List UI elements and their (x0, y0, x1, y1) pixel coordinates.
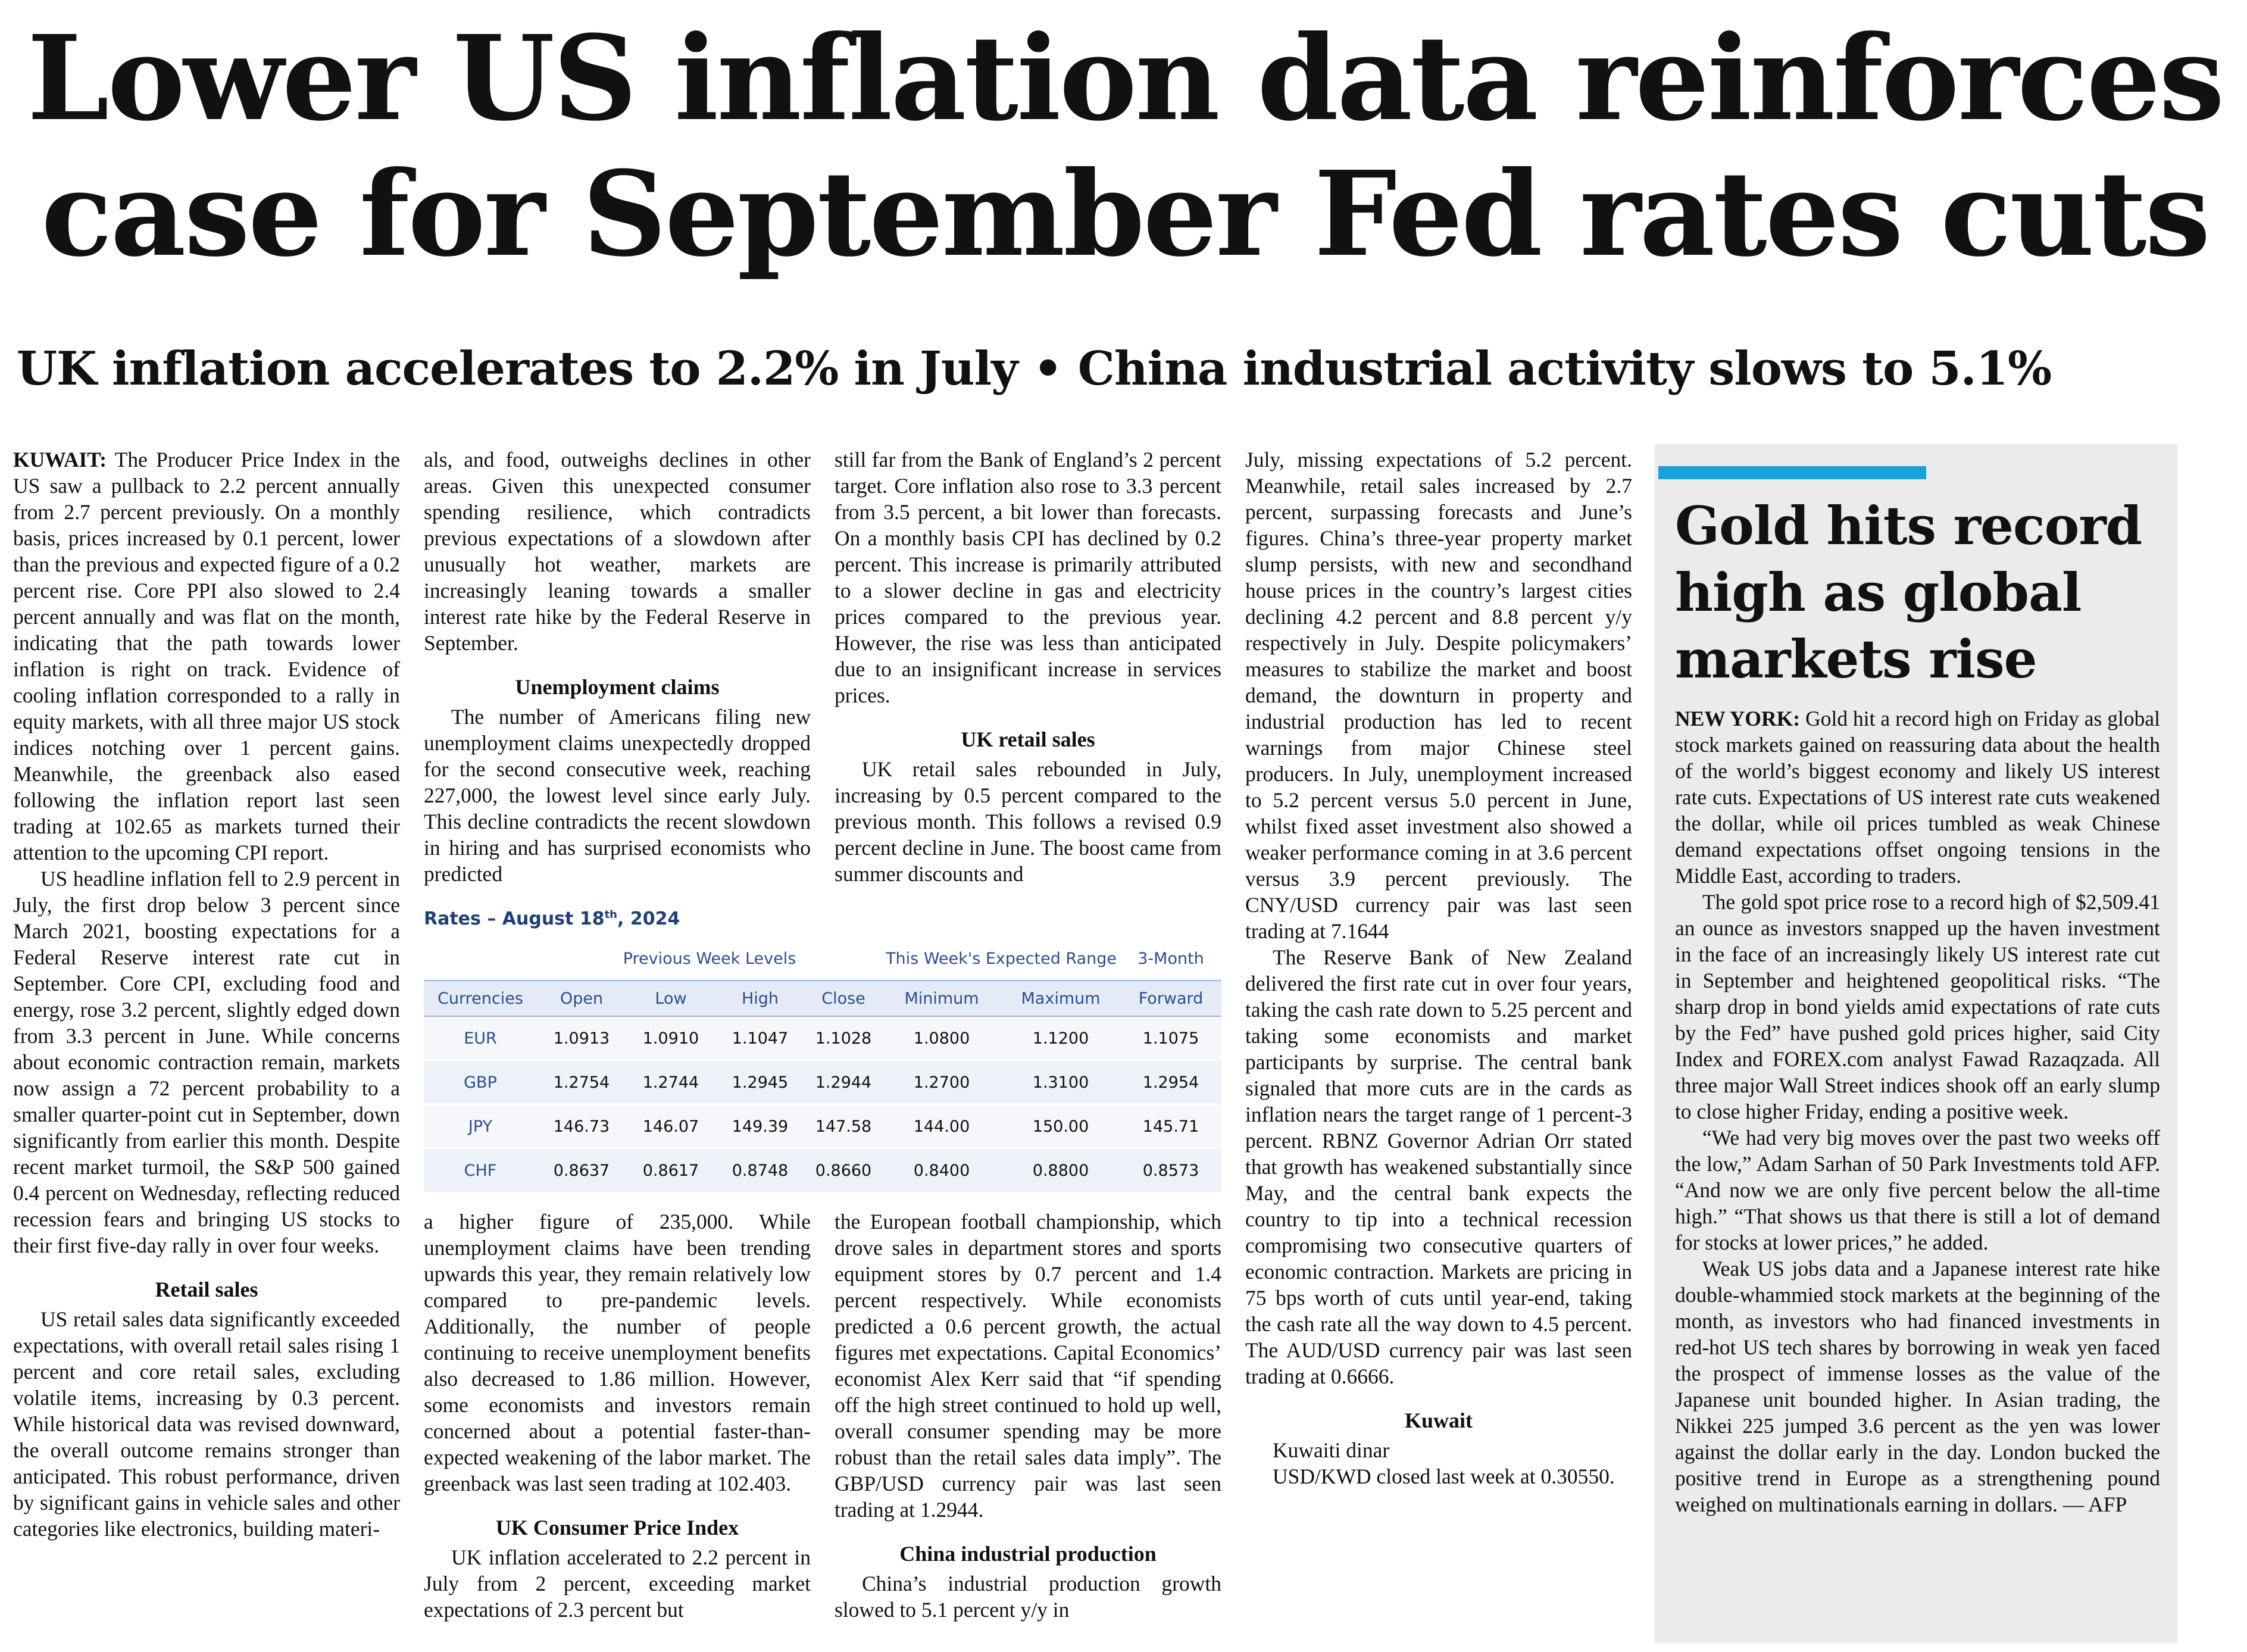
column-header: Currencies (424, 980, 537, 1017)
empty-header (424, 938, 537, 981)
column-header: High (715, 980, 805, 1017)
rate-cell: 0.8800 (1001, 1148, 1121, 1193)
currency-cell: EUR (424, 1016, 537, 1061)
article-paragraph: UK retail sales rebounded in July, incre… (835, 757, 1221, 886)
rate-cell: 0.8660 (805, 1148, 883, 1193)
table-row: JPY 146.73 146.07 149.39 147.58 144.00 150.00 1… (424, 1104, 1222, 1149)
article-paragraph: US headline inflation fell to 2.9 percen… (13, 867, 400, 1257)
accent-bar (1658, 466, 1926, 479)
rate-cell: 1.2744 (626, 1060, 715, 1105)
article-paragraph: The gold spot price rose to a record hig… (1675, 890, 2160, 1123)
article-paragraph: The Reserve Bank of New Zealand delivere… (1245, 945, 1632, 1388)
rates-table-box: Rates – August 18th, 2024 Previous Week … (424, 908, 1222, 1198)
article-paragraph: “We had very big moves over the past two… (1675, 1126, 2160, 1254)
sidebar-title: Gold hits record high as global markets … (1675, 495, 2142, 690)
article-paragraph: US retail sales data significantly excee… (13, 1307, 400, 1541)
rate-cell: 1.0913 (537, 1016, 626, 1061)
article-paragraph: NEW YORK: Gold hit a record high on Frid… (1675, 705, 2160, 889)
rate-cell: 1.2954 (1120, 1060, 1222, 1105)
section-heading-uk-retail: UK retail sales (961, 727, 1095, 751)
dateline: KUWAIT: (13, 448, 107, 471)
column-header: Forward (1120, 980, 1222, 1017)
paragraph-text: The Producer Price Index in the US saw a… (13, 448, 400, 864)
rate-cell: 0.8400 (882, 1148, 1002, 1193)
article-column-1: KUWAIT: The Producer Price Index in the … (13, 446, 400, 1643)
column-header: Minimum (882, 980, 1002, 1017)
article-paragraph: als, and food, outweighs declines in oth… (424, 448, 811, 655)
article-paragraph: KUWAIT: The Producer Price Index in the … (13, 446, 400, 866)
article-paragraph: China’s industrial production growth slo… (835, 1572, 1221, 1622)
table-row: EUR 1.0913 1.0910 1.1047 1.1028 1.0800 1.1200 1… (424, 1016, 1222, 1061)
rate-cell: 1.1075 (1120, 1016, 1222, 1061)
rate-cell: 145.71 (1120, 1104, 1222, 1149)
article-paragraph: The number of Americans filing new unemp… (424, 705, 811, 886)
currency-cell: JPY (424, 1104, 537, 1149)
article-column-2-top: als, and food, outweighs declines in oth… (424, 446, 811, 899)
table-row: CHF 0.8637 0.8617 0.8748 0.8660 0.8400 0.8800 0… (424, 1148, 1222, 1193)
currency-cell: GBP (424, 1060, 537, 1105)
rate-cell: 144.00 (882, 1104, 1002, 1149)
article-column-4: July, missing expectations of 5.2 percen… (1245, 446, 1632, 1643)
column-header: Close (805, 980, 883, 1017)
column-header: Low (626, 980, 715, 1017)
section-heading-china: China industrial production (899, 1542, 1157, 1566)
rate-cell: 1.2944 (805, 1060, 883, 1105)
article-column-3-top: still far from the Bank of England’s 2 p… (835, 446, 1221, 899)
paragraph-text: Gold hit a record high on Friday as glob… (1675, 707, 2161, 888)
article-column-3-bottom: the European football championship, whic… (835, 1208, 1221, 1643)
rate-cell: 0.8573 (1120, 1148, 1222, 1193)
section-heading-retail-sales: Retail sales (155, 1278, 258, 1301)
currency-cell: CHF (424, 1148, 537, 1193)
article-paragraph: a higher figure of 235,000. While unempl… (424, 1210, 811, 1495)
column-header: Maximum (1001, 980, 1121, 1017)
article-column-2-bottom: a higher figure of 235,000. While unempl… (424, 1208, 811, 1643)
article-paragraph: USD/KWD closed last week at 0.30550. (1273, 1464, 1615, 1488)
headline: Lower US inflation data reinforces case … (27, 10, 2225, 283)
rate-cell: 1.2945 (715, 1060, 805, 1105)
rate-cell: 1.1200 (1001, 1016, 1121, 1061)
rates-table: Previous Week Levels This Week's Expecte… (424, 938, 1222, 1193)
rate-cell: 147.58 (805, 1104, 883, 1149)
group-expected-range: This Week's Expected Range (882, 938, 1121, 981)
article-paragraph: the European football championship, whic… (835, 1210, 1221, 1522)
article-paragraph: UK inflation accelerated to 2.2 percent … (424, 1545, 811, 1622)
subheadline: UK inflation accelerates to 2.2% in July… (17, 342, 2052, 396)
sidebar-body: NEW YORK: Gold hit a record high on Frid… (1675, 705, 2160, 1517)
section-heading-kuwait: Kuwait (1404, 1409, 1473, 1432)
article-paragraph: Weak US jobs data and a Japanese interes… (1675, 1257, 2160, 1516)
column-header: Open (537, 980, 626, 1017)
article-paragraph: still far from the Bank of England’s 2 p… (835, 448, 1221, 707)
section-heading-uk-cpi: UK Consumer Price Index (495, 1516, 739, 1539)
article-paragraph: Kuwaiti dinar (1273, 1438, 1390, 1462)
group-forward: 3-Month (1120, 938, 1222, 981)
rates-table-title: Rates – August 18th, 2024 (424, 908, 680, 929)
rate-cell: 146.73 (537, 1104, 626, 1149)
rate-cell: 149.39 (715, 1104, 805, 1149)
section-heading-unemployment: Unemployment claims (515, 675, 720, 699)
rate-cell: 150.00 (1001, 1104, 1121, 1149)
rate-cell: 146.07 (626, 1104, 715, 1149)
rate-cell: 0.8637 (537, 1148, 626, 1193)
rate-cell: 1.1047 (715, 1016, 805, 1061)
rate-cell: 0.8748 (715, 1148, 805, 1193)
rate-cell: 1.1028 (805, 1016, 883, 1061)
rate-cell: 1.0800 (882, 1016, 1002, 1061)
rate-cell: 1.0910 (626, 1016, 715, 1061)
rate-cell: 1.2700 (882, 1060, 1002, 1105)
group-previous-week: Previous Week Levels (537, 938, 883, 981)
sidebar-gold-story: Gold hits record high as global markets … (1655, 444, 2177, 1643)
rate-cell: 0.8617 (626, 1148, 715, 1193)
rate-cell: 1.2754 (537, 1060, 626, 1105)
dateline: NEW YORK: (1675, 707, 1801, 730)
table-row: GBP 1.2754 1.2744 1.2945 1.2944 1.2700 1.3100 1… (424, 1060, 1222, 1105)
rate-cell: 1.3100 (1001, 1060, 1121, 1105)
article-paragraph: July, missing expectations of 5.2 percen… (1245, 448, 1632, 943)
